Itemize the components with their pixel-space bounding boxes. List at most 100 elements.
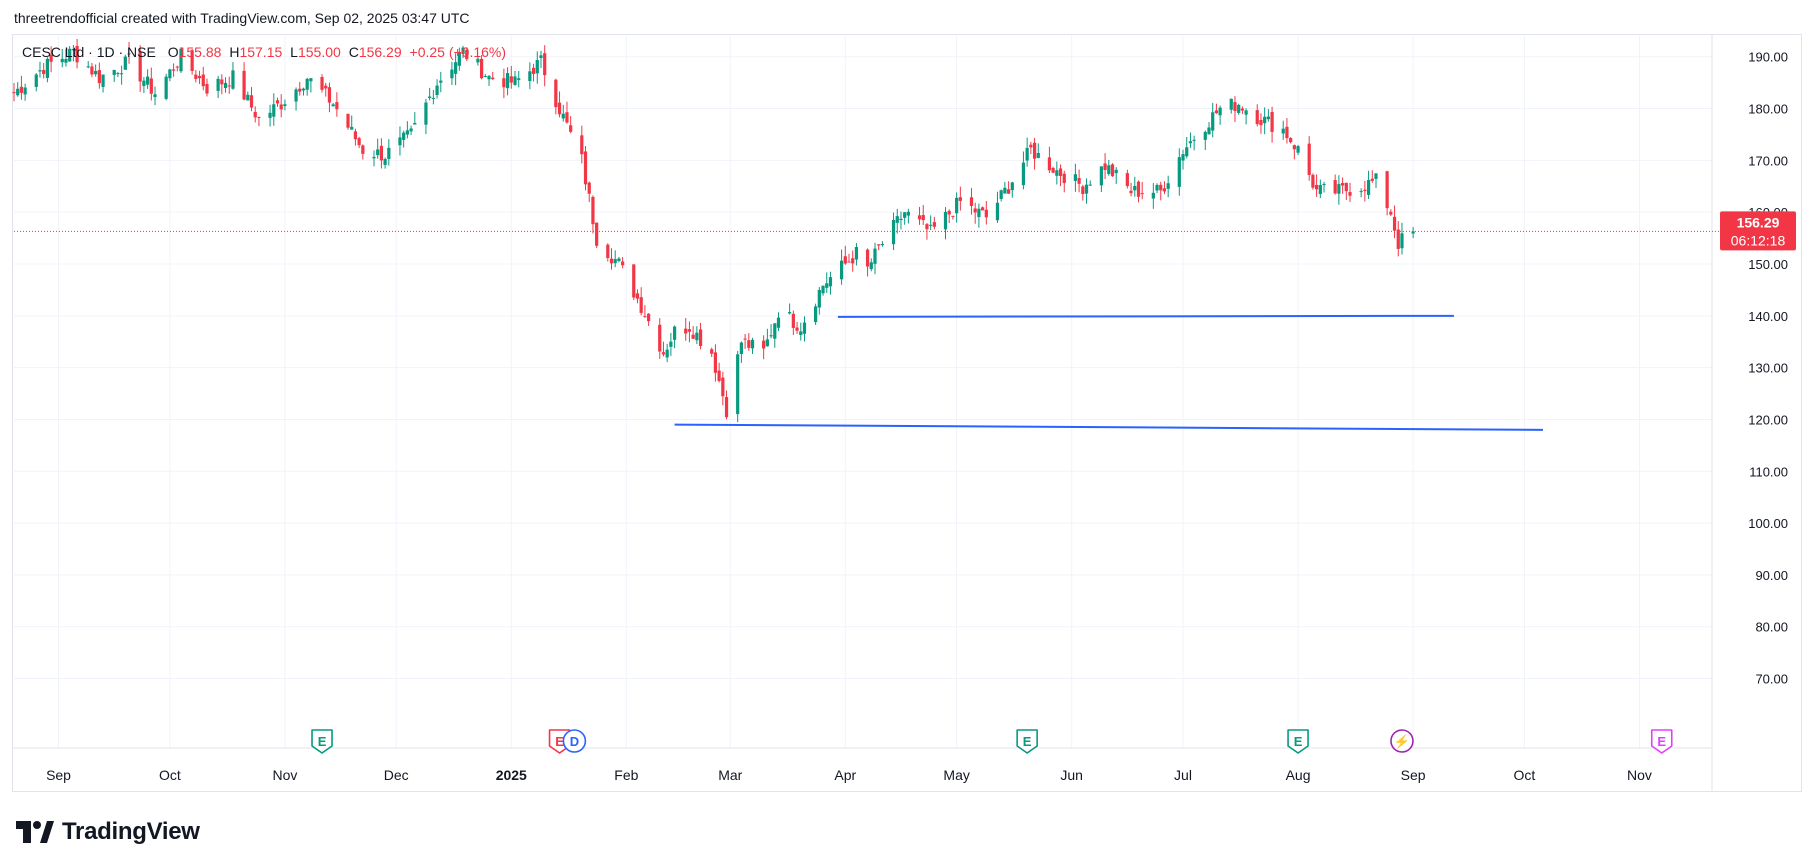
candle-body (45, 58, 50, 78)
candle-body (1140, 193, 1144, 195)
candle-body (865, 249, 870, 267)
candle-body (101, 74, 105, 87)
future_earnings-event-marker[interactable]: E (1650, 729, 1673, 754)
legend-open-label: O (167, 44, 179, 60)
symbol-legend: CESC Ltd · 1D · NSE O155.88 H157.15 L155… (22, 44, 506, 60)
candle-body (1006, 189, 1011, 194)
candle-body (268, 112, 272, 118)
candle-body (294, 89, 298, 102)
candle-body (1058, 168, 1063, 177)
candle-body (687, 329, 692, 332)
candle-body (60, 58, 64, 63)
time-tick-label: Feb (614, 767, 638, 783)
dividend-label: D (570, 734, 579, 749)
candle-body (112, 69, 116, 75)
candle-body (405, 130, 409, 135)
candle-body (539, 55, 543, 58)
candle-body (1400, 233, 1404, 249)
candle-body (606, 244, 610, 258)
candlestick-chart[interactable]: 190.00180.00170.00160.00150.00140.00130.… (0, 0, 1814, 810)
candle-body (357, 138, 361, 146)
candle-body (1259, 120, 1263, 126)
dividend-event-marker[interactable]: D (562, 729, 587, 753)
candle-body (376, 149, 380, 156)
candle-body (903, 212, 907, 218)
earnings-event-marker[interactable]: E (311, 729, 333, 754)
candle-body (773, 323, 777, 339)
legend-low-value: 155.00 (297, 44, 341, 60)
candle-body (799, 331, 803, 335)
candle-body (38, 70, 42, 72)
candle-body (717, 370, 721, 381)
candle-body (179, 48, 183, 72)
candle-body (1051, 167, 1055, 173)
candle-body (621, 261, 625, 266)
candle-body (116, 73, 120, 75)
candle-body (955, 197, 959, 214)
candle-body (1047, 157, 1052, 171)
candle-body (747, 340, 751, 348)
candle-body (16, 88, 20, 96)
candle-body (825, 283, 829, 288)
candle-body (947, 210, 951, 215)
candle-body (461, 47, 465, 55)
candle-body (1081, 186, 1085, 194)
candle-body (788, 312, 792, 314)
candle-body (1307, 143, 1311, 176)
candle-body (1292, 145, 1296, 150)
candle-body (1021, 162, 1026, 186)
candle-body (372, 156, 376, 159)
candle-body (750, 339, 755, 349)
candle-body (64, 59, 68, 63)
earnings-event-marker[interactable]: E (1016, 729, 1038, 754)
candle-body (197, 75, 202, 79)
time-tick-label: Oct (1514, 767, 1536, 783)
candle-body (877, 244, 881, 246)
earnings-icon (311, 729, 333, 754)
support-trendline (837, 314, 1454, 318)
chart-frame[interactable] (12, 34, 1802, 792)
candle-body (409, 128, 413, 132)
candle-body (528, 71, 532, 82)
candle-body (249, 95, 254, 108)
candle-body (450, 69, 454, 79)
last-price-label: 156.29 (1737, 214, 1780, 230)
grid-lines (13, 35, 1713, 791)
candle-body (1103, 163, 1107, 170)
candle-body (1385, 171, 1389, 209)
split-event-marker[interactable]: ⚡ (1390, 729, 1414, 753)
candle-body (561, 113, 565, 119)
price-tick-label: 170.00 (1748, 153, 1788, 168)
candle-body (1389, 211, 1393, 215)
candle-body (428, 96, 432, 98)
candle-body (435, 85, 439, 95)
candle-body (335, 102, 339, 110)
candle-body (591, 196, 595, 225)
candle-body (1333, 180, 1337, 194)
candle-body (1192, 139, 1196, 141)
candle-body (190, 50, 194, 71)
candle-body (609, 258, 614, 264)
time-tick-label: Mar (718, 767, 742, 783)
candle-body (1311, 174, 1315, 188)
earnings-label: E (1294, 734, 1303, 749)
candle-body (1337, 184, 1341, 194)
candle-body (1281, 128, 1285, 134)
tradingview-logo-text: TradingView (62, 818, 200, 845)
candle-body (279, 104, 283, 110)
candle-body (1099, 166, 1103, 186)
candle-body (346, 113, 350, 128)
legend-symbol[interactable]: CESC Ltd · 1D · NSE (22, 44, 156, 60)
dividend-icon (562, 729, 587, 753)
candle-body (1073, 174, 1078, 181)
candle-body (353, 131, 358, 140)
candle-body (483, 76, 487, 78)
candle-body (1114, 169, 1118, 174)
candle-body (487, 76, 491, 80)
tradingview-logo[interactable]: TradingView (16, 818, 200, 846)
candle-body (595, 222, 599, 246)
candle-body (1322, 184, 1326, 186)
last-price-badge-bg (1720, 211, 1796, 251)
candle-body (847, 261, 851, 263)
earnings-event-marker[interactable]: E (1287, 729, 1309, 754)
